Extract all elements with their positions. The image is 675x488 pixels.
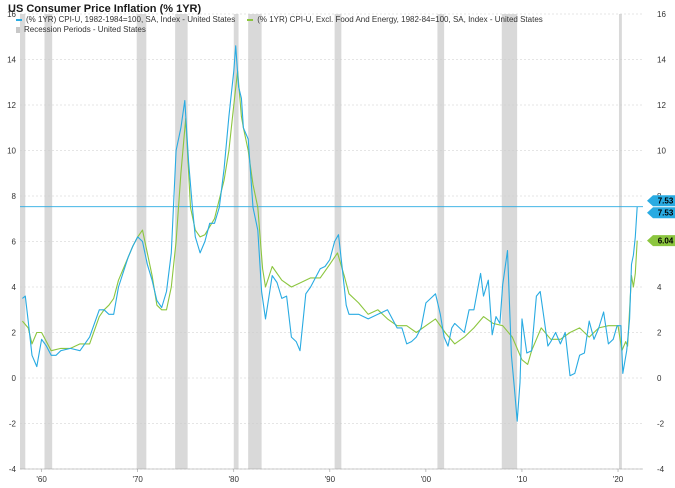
legend-swatch-recession [16, 27, 20, 33]
recession-band [248, 14, 262, 469]
chart-title: US Consumer Price Inflation (% 1YR) [8, 3, 202, 15]
y-tick-label-right: -4 [657, 465, 665, 474]
core-tag [647, 235, 675, 247]
y-tick-label-right: 12 [657, 101, 666, 110]
y-tick-label-left: 16 [7, 10, 16, 19]
y-tick-label-right: 0 [657, 374, 662, 383]
y-tick-label-left: 2 [12, 329, 17, 338]
series-line [22, 45, 638, 422]
y-tick-label-left: -4 [9, 465, 17, 474]
y-tick-label-right: -2 [657, 420, 665, 429]
headline-repeat-tag [647, 207, 675, 219]
legend-swatch-core [247, 19, 254, 21]
legend-label-core: (% 1YR) CPI-U, Excl. Food And Energy, 19… [257, 15, 543, 24]
core-tag-label: 6.04 [658, 237, 674, 246]
x-tick-label: '70 [132, 475, 143, 484]
last-value-tags: 7.53 7.53 6.04 [647, 195, 675, 247]
y-tick-label-left: 10 [7, 147, 16, 156]
series-line [21, 70, 638, 365]
y-tick-label-left: 6 [12, 238, 17, 247]
y-tick-label-right: 2 [657, 329, 662, 338]
series-lines [21, 45, 638, 422]
x-tick-label: '90 [325, 475, 336, 484]
y-tick-label-right: 4 [657, 283, 662, 292]
gridlines [20, 13, 643, 470]
y-tick-label-right: 14 [657, 56, 666, 65]
y-tick-label-left: 0 [12, 374, 17, 383]
x-tick-label: '00 [421, 475, 432, 484]
x-tick-label: '80 [229, 475, 240, 484]
y-tick-label-right: 10 [657, 147, 666, 156]
legend: (% 1YR) CPI-U, 1982-1984=100, SA, Index … [16, 15, 543, 35]
recession-band [20, 14, 26, 469]
legend-label-recession: Recession Periods - United States [24, 25, 146, 34]
x-tick-label: '10 [517, 475, 528, 484]
headline-tag [647, 195, 675, 207]
legend-label-headline: (% 1YR) CPI-U, 1982-1984=100, SA, Index … [26, 15, 236, 24]
y-tick-label-left: 4 [12, 283, 17, 292]
y-tick-label-left: 14 [7, 56, 16, 65]
y-tick-label-left: 8 [12, 192, 17, 201]
y-tick-label-left: 12 [7, 101, 16, 110]
legend-swatch-headline [16, 19, 22, 21]
x-tick-label: '20 [613, 475, 624, 484]
headline-repeat-tag-label: 7.53 [658, 209, 674, 218]
y-tick-label-right: 16 [657, 10, 666, 19]
headline-tag-label: 7.53 [658, 197, 674, 206]
y-tick-label-left: -2 [9, 420, 17, 429]
x-tick-label: '60 [36, 475, 47, 484]
